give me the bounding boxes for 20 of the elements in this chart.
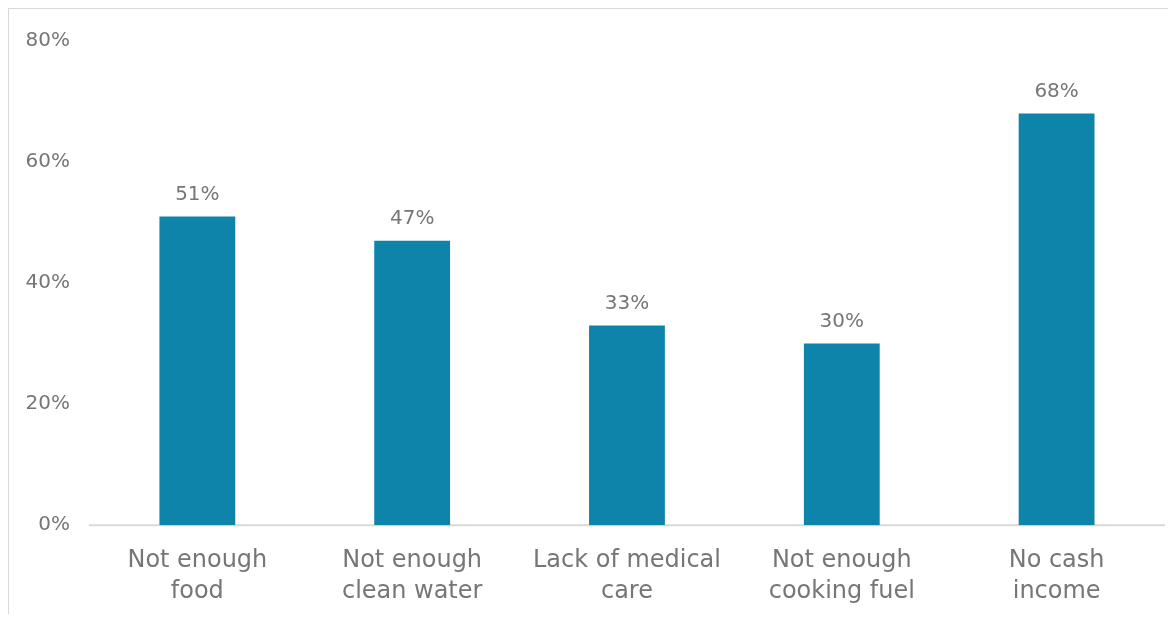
x-tick-label: Not enough clean water <box>341 544 483 605</box>
bar <box>1018 113 1095 526</box>
bar <box>803 343 880 526</box>
y-tick-label: 80% <box>25 27 70 52</box>
y-tick-label: 0% <box>38 511 70 536</box>
y-tick-label: 20% <box>25 390 70 415</box>
x-tick-label: Not enough food <box>127 544 268 605</box>
data-label: 68% <box>1034 77 1079 102</box>
y-tick-label: 60% <box>25 148 70 173</box>
data-label: 47% <box>389 204 435 229</box>
data-label: 51% <box>175 180 220 205</box>
y-tick-label: 40% <box>25 269 70 294</box>
x-tick-label: No cash income <box>1008 544 1105 605</box>
x-tick-label: Not enough cooking fuel <box>768 544 915 605</box>
data-label: 33% <box>604 289 650 314</box>
x-tick-label: Lack of medical care <box>533 544 721 605</box>
data-label: 30% <box>819 307 864 332</box>
bar <box>159 216 236 526</box>
bar <box>589 325 665 526</box>
bar <box>374 240 451 526</box>
